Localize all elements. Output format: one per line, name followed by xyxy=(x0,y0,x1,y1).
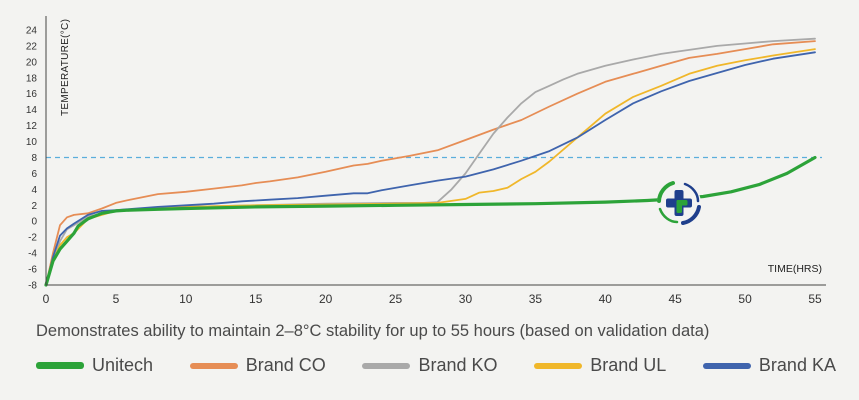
legend-label-brand-co: Brand CO xyxy=(245,355,326,375)
x-tick-label-5: 5 xyxy=(113,292,120,306)
legend-swatch-unitech xyxy=(36,362,84,369)
legend-label-brand-ul: Brand UL xyxy=(590,355,667,375)
medical-cross-leaf-logo-icon xyxy=(657,181,701,225)
y-tick-label-18: 18 xyxy=(26,73,38,84)
x-tick-label-15: 15 xyxy=(249,292,263,306)
legend-swatch-brand-ul xyxy=(534,362,583,369)
y-tick-label-0: 0 xyxy=(31,217,37,228)
x-tick-label-35: 35 xyxy=(529,292,543,306)
y-tick-label-neg4: -4 xyxy=(28,249,37,260)
legend-label-unitech: Unitech xyxy=(92,355,154,375)
y-tick-label-10: 10 xyxy=(26,137,38,148)
legend-label-brand-ka: Brand KA xyxy=(758,355,836,375)
legend-item-brand-ko: Brand KO xyxy=(362,355,498,376)
y-tick-label-neg6: -6 xyxy=(28,265,37,276)
legend-item-brand-co: Brand CO xyxy=(189,355,326,376)
series-line-brand-co xyxy=(45,40,816,286)
y-tick-label-8: 8 xyxy=(31,153,37,164)
y-tick-label-16: 16 xyxy=(26,89,38,100)
x-axis-label: TIME(HRS) xyxy=(768,263,822,275)
axes-layer xyxy=(45,16,826,286)
chart-caption: Demonstrates ability to maintain 2–8°C s… xyxy=(36,322,710,340)
y-axis-label: TEMPERATURE(°C) xyxy=(60,19,71,116)
x-tick-label-20: 20 xyxy=(319,292,333,306)
chart-svg: 0 5 10 15 20 25 30 35 40 45 50 55 -8-6-4-2024681012… xyxy=(0,0,859,320)
x-tick-label-25: 25 xyxy=(389,292,403,306)
series-layer xyxy=(44,37,817,287)
x-tick-label-45: 45 xyxy=(669,292,683,306)
y-tick-label-6: 6 xyxy=(31,169,37,180)
x-tick-label-50: 50 xyxy=(738,292,752,306)
chart-legend: Unitech Brand CO Brand KO Brand UL Brand… xyxy=(36,355,836,376)
x-tick-label-40: 40 xyxy=(599,292,613,306)
legend-item-brand-ul: Brand UL xyxy=(534,355,666,376)
legend-item-unitech: Unitech xyxy=(36,355,153,376)
y-tick-label-2: 2 xyxy=(31,201,37,212)
y-tick-label-neg2: -2 xyxy=(28,233,37,244)
legend-item-brand-ka: Brand KA xyxy=(702,355,836,376)
y-tick-label-12: 12 xyxy=(26,121,38,132)
y-tick-label-neg8: -8 xyxy=(28,281,37,292)
x-tick-labels: 0 5 10 15 20 25 30 35 40 45 50 55 xyxy=(43,292,822,306)
x-tick-label-30: 30 xyxy=(459,292,473,306)
chart-background xyxy=(0,0,859,320)
y-tick-label-22: 22 xyxy=(26,41,38,52)
series-line-unitech xyxy=(44,155,817,287)
y-tick-label-14: 14 xyxy=(26,105,38,116)
legend-label-brand-ko: Brand KO xyxy=(418,355,498,375)
legend-swatch-brand-ko xyxy=(362,362,411,369)
x-tick-label-0: 0 xyxy=(43,292,50,306)
y-tick-label-20: 20 xyxy=(26,57,38,68)
series-line-brand-ka xyxy=(45,51,816,286)
legend-swatch-brand-ka xyxy=(702,362,751,369)
x-tick-label-10: 10 xyxy=(179,292,193,306)
legend-swatch-brand-co xyxy=(189,362,238,369)
x-tick-label-55: 55 xyxy=(808,292,822,306)
y-tick-label-24: 24 xyxy=(26,25,38,36)
y-tick-label-4: 4 xyxy=(31,185,37,196)
